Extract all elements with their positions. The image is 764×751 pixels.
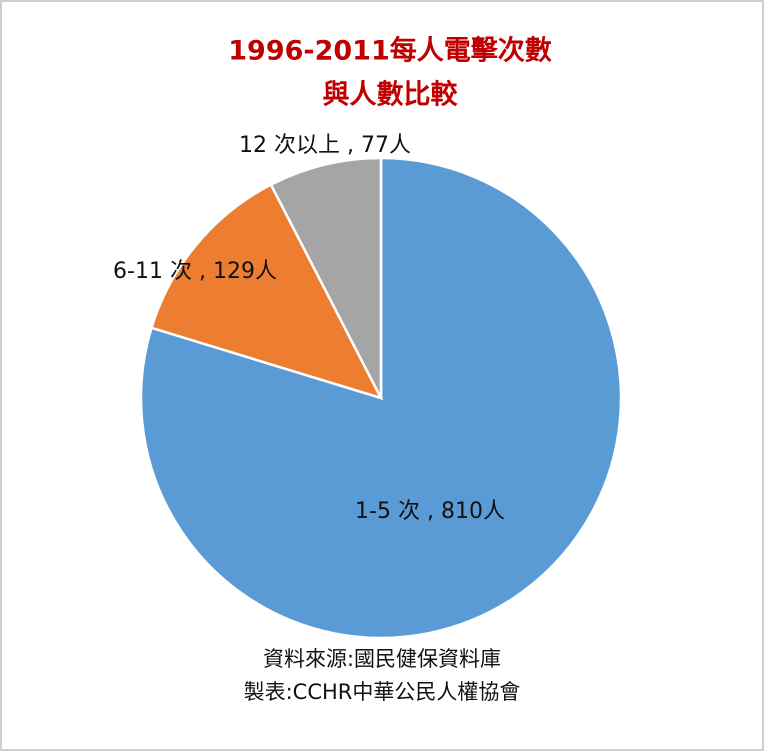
pie-slice — [269, 156, 383, 399]
data-label: 6-11 次 , 129人 — [113, 259, 277, 284]
chart-title: 1996-2011每人電擊次數 — [228, 35, 552, 67]
source: 資料來源:國民健保資料庫 — [263, 647, 501, 671]
source: 製表:CCHR中華公民人權協會 — [244, 680, 521, 704]
data-label: 1-5 次 , 810人 — [355, 499, 505, 524]
chart-title: 與人數比較 — [323, 79, 459, 111]
pie-slice — [149, 183, 384, 401]
data-label: 12 次以上 , 77人 — [239, 133, 411, 158]
pie — [139, 156, 623, 640]
